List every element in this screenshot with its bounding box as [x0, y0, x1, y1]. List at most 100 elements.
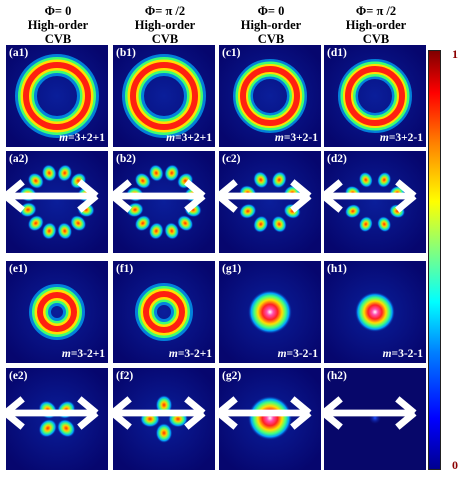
intensity-lobe — [177, 215, 194, 232]
intensity-lobe — [38, 418, 58, 438]
panel-c1: (c1) m=3+2-1 — [219, 45, 321, 147]
mode-label: m=3-2-1 — [382, 348, 423, 360]
intensity-lobe — [164, 164, 180, 182]
intensity-lobe — [56, 418, 76, 438]
ring-pattern — [6, 45, 108, 147]
panel-h2: (h2) — [324, 368, 426, 470]
intensity-lobe — [155, 423, 173, 443]
panel-b2: (b2) — [113, 151, 215, 253]
panel-f2: (f2) — [113, 368, 215, 470]
intensity-lobe — [57, 222, 73, 240]
panel-a2: (a2) — [6, 151, 108, 253]
colorbar-max-label: 1 — [452, 47, 458, 61]
intensity-lobe — [27, 215, 44, 232]
intensity-lobe — [27, 172, 44, 189]
lobe-pattern — [6, 151, 108, 253]
column-header-2: Φ= π /2 High-order CVB — [113, 4, 217, 46]
panel-d2: (d2) — [324, 151, 426, 253]
panel-label: (d1) — [327, 47, 347, 59]
panel-d1: (d1) m=3+2-1 — [324, 45, 426, 147]
panel-label: (e1) — [9, 263, 28, 275]
polarization-arrow-icon — [6, 179, 99, 213]
polarization-arrow-icon — [113, 396, 206, 430]
colorbar — [428, 50, 441, 470]
intensity-lobe — [41, 164, 57, 182]
panel-label: (h1) — [327, 263, 347, 275]
mode-label: m=3+2+1 — [166, 132, 212, 144]
ring-pattern — [6, 261, 108, 363]
panel-g1: (g1) m=3-2-1 — [219, 261, 321, 363]
intensity-lobe — [253, 215, 269, 233]
intensity-lobe — [239, 203, 257, 219]
mode-label: m=3+2-1 — [274, 132, 318, 144]
panel-label: (a2) — [9, 153, 29, 165]
panel-g2: (g2) — [219, 368, 321, 470]
polarization-arrow-icon — [324, 179, 417, 213]
header-line3: CVB — [257, 32, 285, 46]
intensity-lobe — [253, 171, 269, 189]
polarization-arrow-icon — [324, 396, 417, 430]
ring-pattern — [219, 45, 321, 147]
mode-label: m=3+2+1 — [59, 132, 105, 144]
column-header-4: Φ= π /2 High-order CVB — [324, 4, 428, 46]
intensity-lobe — [57, 164, 73, 182]
header-line2: High-order — [345, 18, 407, 32]
phi-label: Φ= π /2 — [355, 4, 397, 18]
intensity-lobe — [377, 171, 392, 188]
intensity-lobe — [271, 171, 287, 189]
mode-label: m=3-2+1 — [168, 348, 212, 360]
mode-label: m=3+2-1 — [379, 132, 423, 144]
spot-pattern — [324, 261, 426, 363]
polarization-arrow-icon — [219, 179, 312, 213]
panel-label: (d2) — [327, 153, 347, 165]
colorbar-min-label: 0 — [452, 458, 458, 472]
panel-h1: (h1) m=3-2-1 — [324, 261, 426, 363]
column-header-1: Φ= 0 High-order CVB — [6, 4, 110, 46]
panel-label: (b2) — [116, 153, 136, 165]
panel-f1: (f1) m=3-2+1 — [113, 261, 215, 363]
mode-label: m=3-2+1 — [61, 348, 105, 360]
header-line2: High-order — [27, 18, 89, 32]
panel-label: (b1) — [116, 47, 136, 59]
intensity-lobe — [377, 216, 392, 233]
panel-label: (a1) — [9, 47, 29, 59]
panel-e2: (e2) — [6, 368, 108, 470]
polarization-arrow-icon — [6, 396, 99, 430]
header-line2: High-order — [240, 18, 302, 32]
intensity-lobe — [70, 215, 87, 232]
column-header-3: Φ= 0 High-order CVB — [219, 4, 323, 46]
intensity-lobe — [164, 222, 180, 240]
intensity-lobe — [126, 202, 144, 218]
spot-pattern — [219, 261, 321, 363]
intensity-lobe — [344, 204, 361, 219]
intensity-lobe — [358, 216, 373, 233]
header-line3: CVB — [151, 32, 179, 46]
intensity-lobe — [134, 172, 151, 189]
intensity-lobe — [358, 171, 373, 188]
phi-label: Φ= π /2 — [144, 4, 186, 18]
intensity-lobe — [134, 215, 151, 232]
phi-label: Φ= 0 — [44, 4, 72, 18]
panel-c2: (c2) — [219, 151, 321, 253]
ring-pattern — [324, 45, 426, 147]
polarization-arrow-icon — [219, 396, 312, 430]
intensity-lobe — [19, 202, 37, 218]
panel-e1: (e1) m=3-2+1 — [6, 261, 108, 363]
intensity-lobe — [148, 164, 164, 182]
mode-label: m=3-2-1 — [277, 348, 318, 360]
panel-label: (f1) — [116, 263, 134, 275]
intensity-lobe — [271, 215, 287, 233]
intensity-lobe — [148, 222, 164, 240]
panel-label: (f2) — [116, 370, 134, 382]
panel-label: (e2) — [9, 370, 28, 382]
panel-label: (c2) — [222, 153, 241, 165]
intensity-lobe — [41, 222, 57, 240]
lobe-pattern — [219, 151, 321, 253]
header-line3: CVB — [362, 32, 390, 46]
phi-label: Φ= 0 — [257, 4, 285, 18]
header-line3: CVB — [44, 32, 72, 46]
ring-pattern — [113, 261, 215, 363]
header-line2: High-order — [134, 18, 196, 32]
panel-label: (c1) — [222, 47, 241, 59]
ring-pattern — [113, 45, 215, 147]
